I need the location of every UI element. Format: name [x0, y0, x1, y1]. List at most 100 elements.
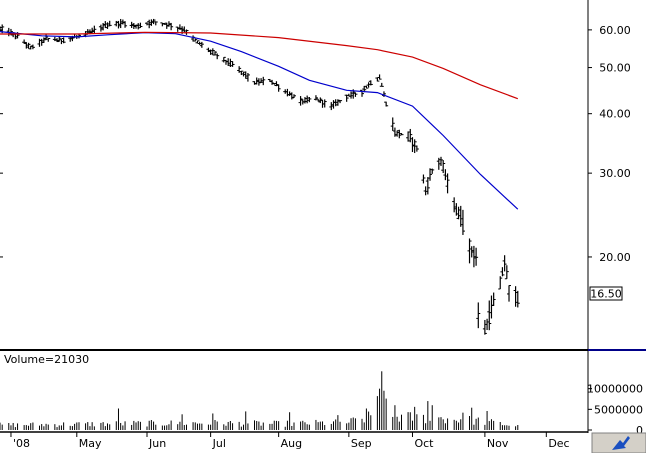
price-bar: [368, 80, 373, 86]
price-bar: [482, 319, 487, 335]
price-bar: [439, 156, 443, 166]
price-axis: 60.00 50.00 40.00 30.00 20.00: [0, 24, 631, 264]
volume-panel: Volume=21030 10000000 5000000 0: [0, 353, 643, 437]
price-bar: [318, 97, 323, 104]
price-bar: [153, 21, 158, 26]
price-bar: [390, 117, 395, 131]
pointer-icon: [612, 436, 630, 450]
date-axis: '08 May Jun Jul Aug Sep Oct Nov Dec: [10, 432, 570, 450]
price-bar: [379, 82, 384, 87]
price-bar: [245, 72, 250, 82]
price-bar: [507, 285, 512, 302]
price-bar: [292, 94, 296, 99]
price-bar: [26, 42, 31, 49]
volume-tick-label: 0: [636, 424, 643, 437]
price-bar: [502, 255, 507, 272]
price-bar: [230, 61, 235, 67]
price-bar: [441, 160, 446, 174]
price-bar: [338, 99, 343, 104]
price-bar: [445, 173, 450, 194]
price-bar: [123, 21, 128, 28]
price-bar: [515, 290, 520, 308]
price-bar: [221, 56, 226, 63]
price-bar: [210, 48, 215, 56]
date-tick-label: May: [79, 437, 102, 450]
last-price-tag: 16.50: [589, 286, 623, 301]
date-tick-label: Dec: [548, 437, 569, 450]
price-bar: [408, 128, 413, 143]
price-bar: [467, 238, 472, 264]
price-bar: [276, 84, 281, 92]
price-bar: [487, 300, 492, 331]
price-bar: [92, 25, 97, 34]
price-bar: [57, 36, 62, 43]
price-bar: [237, 66, 242, 73]
moving-average-lines: [0, 31, 519, 210]
price-bar: [498, 276, 503, 290]
price-bar: [199, 41, 204, 48]
date-tick-label: Nov: [487, 437, 509, 450]
price-bars: [0, 18, 520, 335]
price-bar: [313, 95, 318, 101]
price-tick-label: 50.00: [599, 62, 631, 75]
price-tick-label: 20.00: [599, 251, 631, 264]
price-bar: [474, 247, 479, 266]
price-bar: [30, 44, 35, 50]
volume-bars: [0, 371, 519, 430]
price-bar: [46, 38, 51, 42]
price-bar: [377, 74, 382, 80]
price-bar: [169, 22, 174, 31]
price-bar: [425, 177, 430, 195]
date-tick-label: Sep: [351, 437, 372, 450]
price-bar: [213, 51, 218, 56]
price-bar: [107, 20, 112, 27]
price-bar: [353, 92, 358, 97]
price-bar: [239, 70, 244, 76]
price-bar: [364, 85, 369, 89]
price-bar: [384, 101, 389, 107]
price-bar: [476, 302, 481, 329]
price-tick-label: 40.00: [599, 108, 631, 121]
volume-axis: 10000000 5000000 0: [587, 383, 643, 437]
price-bar: [460, 209, 465, 235]
last-price-value: 16.50: [590, 288, 622, 301]
price-tick-label: 30.00: [599, 167, 631, 180]
price-bar: [412, 139, 417, 154]
volume-label: Volume=21030: [4, 353, 89, 366]
price-bar: [421, 174, 426, 184]
price-bar: [430, 168, 435, 174]
date-tick-label: Aug: [281, 437, 302, 450]
price-bar: [261, 76, 266, 86]
price-bar: [298, 96, 303, 106]
price-bar: [195, 40, 200, 44]
volume-tick-label: 10000000: [587, 383, 643, 396]
price-bar: [491, 292, 496, 306]
price-bar: [151, 18, 156, 25]
moving-average-line-red: [0, 31, 519, 100]
price-bar: [500, 267, 505, 277]
price-bar: [375, 77, 380, 82]
volume-tick-label: 5000000: [594, 403, 643, 416]
price-bar: [428, 168, 433, 181]
price-bar: [344, 94, 349, 102]
price-bar: [215, 53, 220, 60]
price-tick-label: 60.00: [599, 24, 631, 37]
price-bar: [193, 38, 198, 42]
price-panel: 60.00 50.00 40.00 30.00 20.00: [0, 18, 631, 335]
price-bar: [307, 96, 312, 103]
price-bar: [414, 145, 419, 152]
price-bar: [399, 133, 404, 136]
date-tick-label: '08: [13, 437, 30, 450]
price-bar: [504, 265, 509, 280]
price-bar: [61, 37, 66, 44]
price-bar: [322, 99, 327, 108]
price-bar: [397, 129, 402, 139]
moving-average-line-blue: [0, 31, 519, 210]
date-tick-label: Jul: [212, 437, 226, 450]
chart-options-button[interactable]: [591, 432, 646, 454]
date-tick-label: Oct: [414, 437, 434, 450]
date-tick-label: Jun: [148, 437, 166, 450]
